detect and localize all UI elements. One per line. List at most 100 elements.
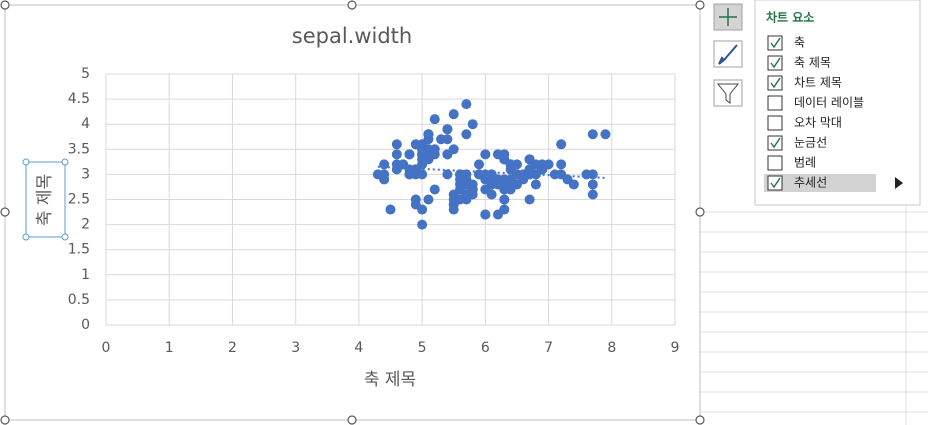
point <box>442 124 453 135</box>
point <box>436 134 447 145</box>
point <box>461 194 472 205</box>
item-label[interactable]: 추세선 <box>794 176 827 190</box>
point <box>379 169 390 180</box>
y-axis-title[interactable]: 축 제목 <box>35 174 55 226</box>
filter-icon <box>716 83 740 104</box>
point <box>448 109 459 120</box>
checkmark <box>770 57 781 69</box>
x-tick-label: 1 <box>165 340 174 356</box>
y-title-selection <box>25 161 66 238</box>
checkmark <box>770 137 781 149</box>
plus-icon <box>719 8 737 26</box>
point <box>448 144 459 155</box>
point <box>499 204 510 215</box>
x-tick-label: 3 <box>291 340 300 356</box>
point <box>423 129 434 140</box>
point <box>423 194 434 205</box>
point <box>568 179 579 190</box>
point <box>417 219 428 230</box>
point <box>492 149 503 160</box>
checkmark <box>770 77 781 89</box>
x-axis-title[interactable]: 축 제목 <box>364 370 416 390</box>
point <box>474 169 485 180</box>
point <box>530 179 541 190</box>
y-tick-label: 0.5 <box>68 292 90 308</box>
y-tick-label: 2.5 <box>68 192 90 208</box>
point <box>404 169 415 180</box>
point <box>417 204 428 215</box>
checkbox[interactable] <box>767 115 783 131</box>
checkmark <box>770 37 781 49</box>
chart-handles <box>0 0 705 425</box>
point <box>587 169 598 180</box>
submenu-arrow[interactable] <box>895 177 903 189</box>
point <box>429 114 440 125</box>
brush-icon <box>718 44 738 65</box>
point <box>455 179 466 190</box>
point <box>587 179 598 190</box>
x-tick-label: 4 <box>354 340 363 356</box>
point <box>499 194 510 205</box>
y-tick-label: 4 <box>81 116 90 132</box>
y-tick-label: 0 <box>81 317 90 333</box>
item-label[interactable]: 차트 제목 <box>794 76 842 90</box>
x-tick-label: 2 <box>228 340 237 356</box>
chart-buttons <box>713 3 743 107</box>
x-tick-label: 0 <box>102 340 111 356</box>
y-tick-label: 2 <box>81 217 90 233</box>
point <box>391 149 402 160</box>
item-label[interactable]: 범례 <box>794 156 816 170</box>
point <box>556 159 567 170</box>
point <box>379 159 390 170</box>
point <box>467 119 478 130</box>
y-title-handles <box>22 158 69 241</box>
y-tick-label: 5 <box>81 66 90 82</box>
x-tick-label: 8 <box>607 340 616 356</box>
point <box>587 129 598 140</box>
point <box>480 149 491 160</box>
x-tick-label: 7 <box>544 340 553 356</box>
point <box>417 144 428 155</box>
y-tick-label: 1.5 <box>68 242 90 258</box>
item-highlight <box>764 174 876 192</box>
checkmark <box>770 177 781 189</box>
plot: 0 0.5 1 1.5 2 2.5 3 3.5 4 4.5 5 0 1 2 3 4 5 6 7 8 9 <box>68 66 680 356</box>
panel-title: 차트 요소 <box>766 10 814 25</box>
point <box>385 204 396 215</box>
x-tick-label: 6 <box>481 340 490 356</box>
point <box>410 194 421 205</box>
point <box>417 154 428 165</box>
point <box>524 194 535 205</box>
point <box>587 189 598 200</box>
y-tick-label: 3 <box>81 166 90 182</box>
x-tick-label: 5 <box>418 340 427 356</box>
sheet-grid <box>700 205 928 425</box>
point <box>461 99 472 110</box>
item-label[interactable]: 데이터 레이블 <box>794 96 864 110</box>
x-tick-label: 9 <box>671 340 680 356</box>
point <box>461 129 472 140</box>
chart-area[interactable] <box>4 4 701 421</box>
point <box>442 169 453 180</box>
item-label[interactable]: 눈금선 <box>794 136 827 150</box>
item-label[interactable]: 축 제목 <box>794 56 831 70</box>
point <box>391 139 402 150</box>
point <box>480 209 491 220</box>
y-tick-label: 1 <box>81 267 90 283</box>
point <box>556 169 567 180</box>
point <box>467 184 478 195</box>
point <box>556 139 567 150</box>
item-label[interactable]: 축 <box>794 36 805 50</box>
point <box>499 179 510 190</box>
item-label[interactable]: 오차 막대 <box>794 116 842 130</box>
chart-title[interactable]: sepal.width <box>292 24 412 48</box>
y-tick-label: 3.5 <box>68 141 90 157</box>
point <box>474 159 485 170</box>
point <box>511 169 522 180</box>
y-tick-label: 4.5 <box>68 91 90 107</box>
checkbox[interactable] <box>767 95 783 111</box>
checkbox[interactable] <box>767 155 783 171</box>
